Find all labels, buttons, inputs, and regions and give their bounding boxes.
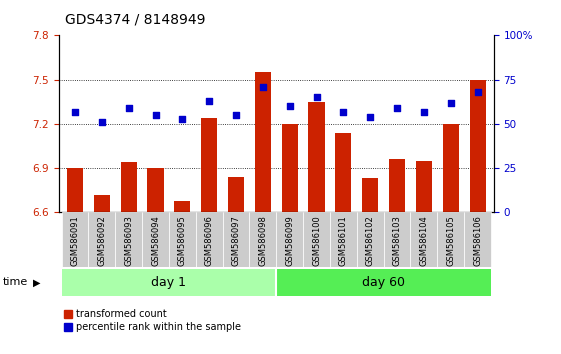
Bar xyxy=(169,212,196,267)
Bar xyxy=(148,168,164,212)
Bar xyxy=(62,212,89,267)
Bar xyxy=(309,102,325,212)
Point xyxy=(259,84,268,90)
Bar xyxy=(201,118,217,212)
Bar xyxy=(443,124,459,212)
Bar xyxy=(276,212,303,267)
Bar xyxy=(67,168,83,212)
Point xyxy=(473,89,482,95)
Bar xyxy=(411,212,438,267)
Text: GSM586099: GSM586099 xyxy=(285,215,294,266)
Bar xyxy=(384,212,411,267)
Bar xyxy=(282,124,298,212)
Bar xyxy=(438,212,464,267)
Bar xyxy=(276,269,491,296)
Bar xyxy=(62,269,276,296)
Bar xyxy=(174,201,190,212)
Bar xyxy=(303,212,330,267)
Point xyxy=(285,103,294,109)
Bar xyxy=(223,212,250,267)
Point xyxy=(98,119,107,125)
Text: day 60: day 60 xyxy=(362,276,405,289)
Bar xyxy=(416,161,432,212)
Bar xyxy=(115,212,142,267)
Bar xyxy=(330,212,357,267)
Text: GSM586096: GSM586096 xyxy=(205,215,214,266)
Bar xyxy=(335,133,351,212)
Text: ▶: ▶ xyxy=(33,277,40,287)
Text: day 1: day 1 xyxy=(151,276,186,289)
Bar xyxy=(362,178,378,212)
Bar xyxy=(142,212,169,267)
Bar xyxy=(89,212,115,267)
Point xyxy=(124,105,133,111)
Point xyxy=(446,100,455,105)
Text: GSM586091: GSM586091 xyxy=(71,215,80,266)
Text: GSM586101: GSM586101 xyxy=(339,215,348,266)
Text: GSM586095: GSM586095 xyxy=(178,215,187,266)
Bar xyxy=(470,80,486,212)
Bar xyxy=(121,162,137,212)
Legend: transformed count, percentile rank within the sample: transformed count, percentile rank withi… xyxy=(64,309,241,332)
Text: GSM586106: GSM586106 xyxy=(473,215,482,266)
Bar xyxy=(389,159,405,212)
Point xyxy=(71,109,80,114)
Text: GSM586103: GSM586103 xyxy=(393,215,402,266)
Text: GSM586105: GSM586105 xyxy=(446,215,455,266)
Bar xyxy=(464,212,491,267)
Text: GSM586097: GSM586097 xyxy=(232,215,241,266)
Text: GSM586094: GSM586094 xyxy=(151,215,160,266)
Text: GSM586100: GSM586100 xyxy=(312,215,321,266)
Point xyxy=(178,116,187,121)
Bar xyxy=(250,212,276,267)
Bar xyxy=(357,212,384,267)
Text: GSM586092: GSM586092 xyxy=(98,215,107,266)
Point xyxy=(393,105,402,111)
Point xyxy=(151,112,160,118)
Point xyxy=(232,112,241,118)
Text: GSM586098: GSM586098 xyxy=(259,215,268,266)
Point xyxy=(312,95,321,100)
Point xyxy=(339,109,348,114)
Bar xyxy=(255,72,271,212)
Text: GSM586102: GSM586102 xyxy=(366,215,375,266)
Bar xyxy=(228,177,244,212)
Point xyxy=(205,98,214,104)
Point xyxy=(366,114,375,120)
Bar xyxy=(196,212,223,267)
Text: GDS4374 / 8148949: GDS4374 / 8148949 xyxy=(65,12,205,26)
Point xyxy=(420,109,429,114)
Bar xyxy=(94,195,110,212)
Text: GSM586104: GSM586104 xyxy=(420,215,429,266)
Text: time: time xyxy=(3,277,28,287)
Text: GSM586093: GSM586093 xyxy=(124,215,133,266)
